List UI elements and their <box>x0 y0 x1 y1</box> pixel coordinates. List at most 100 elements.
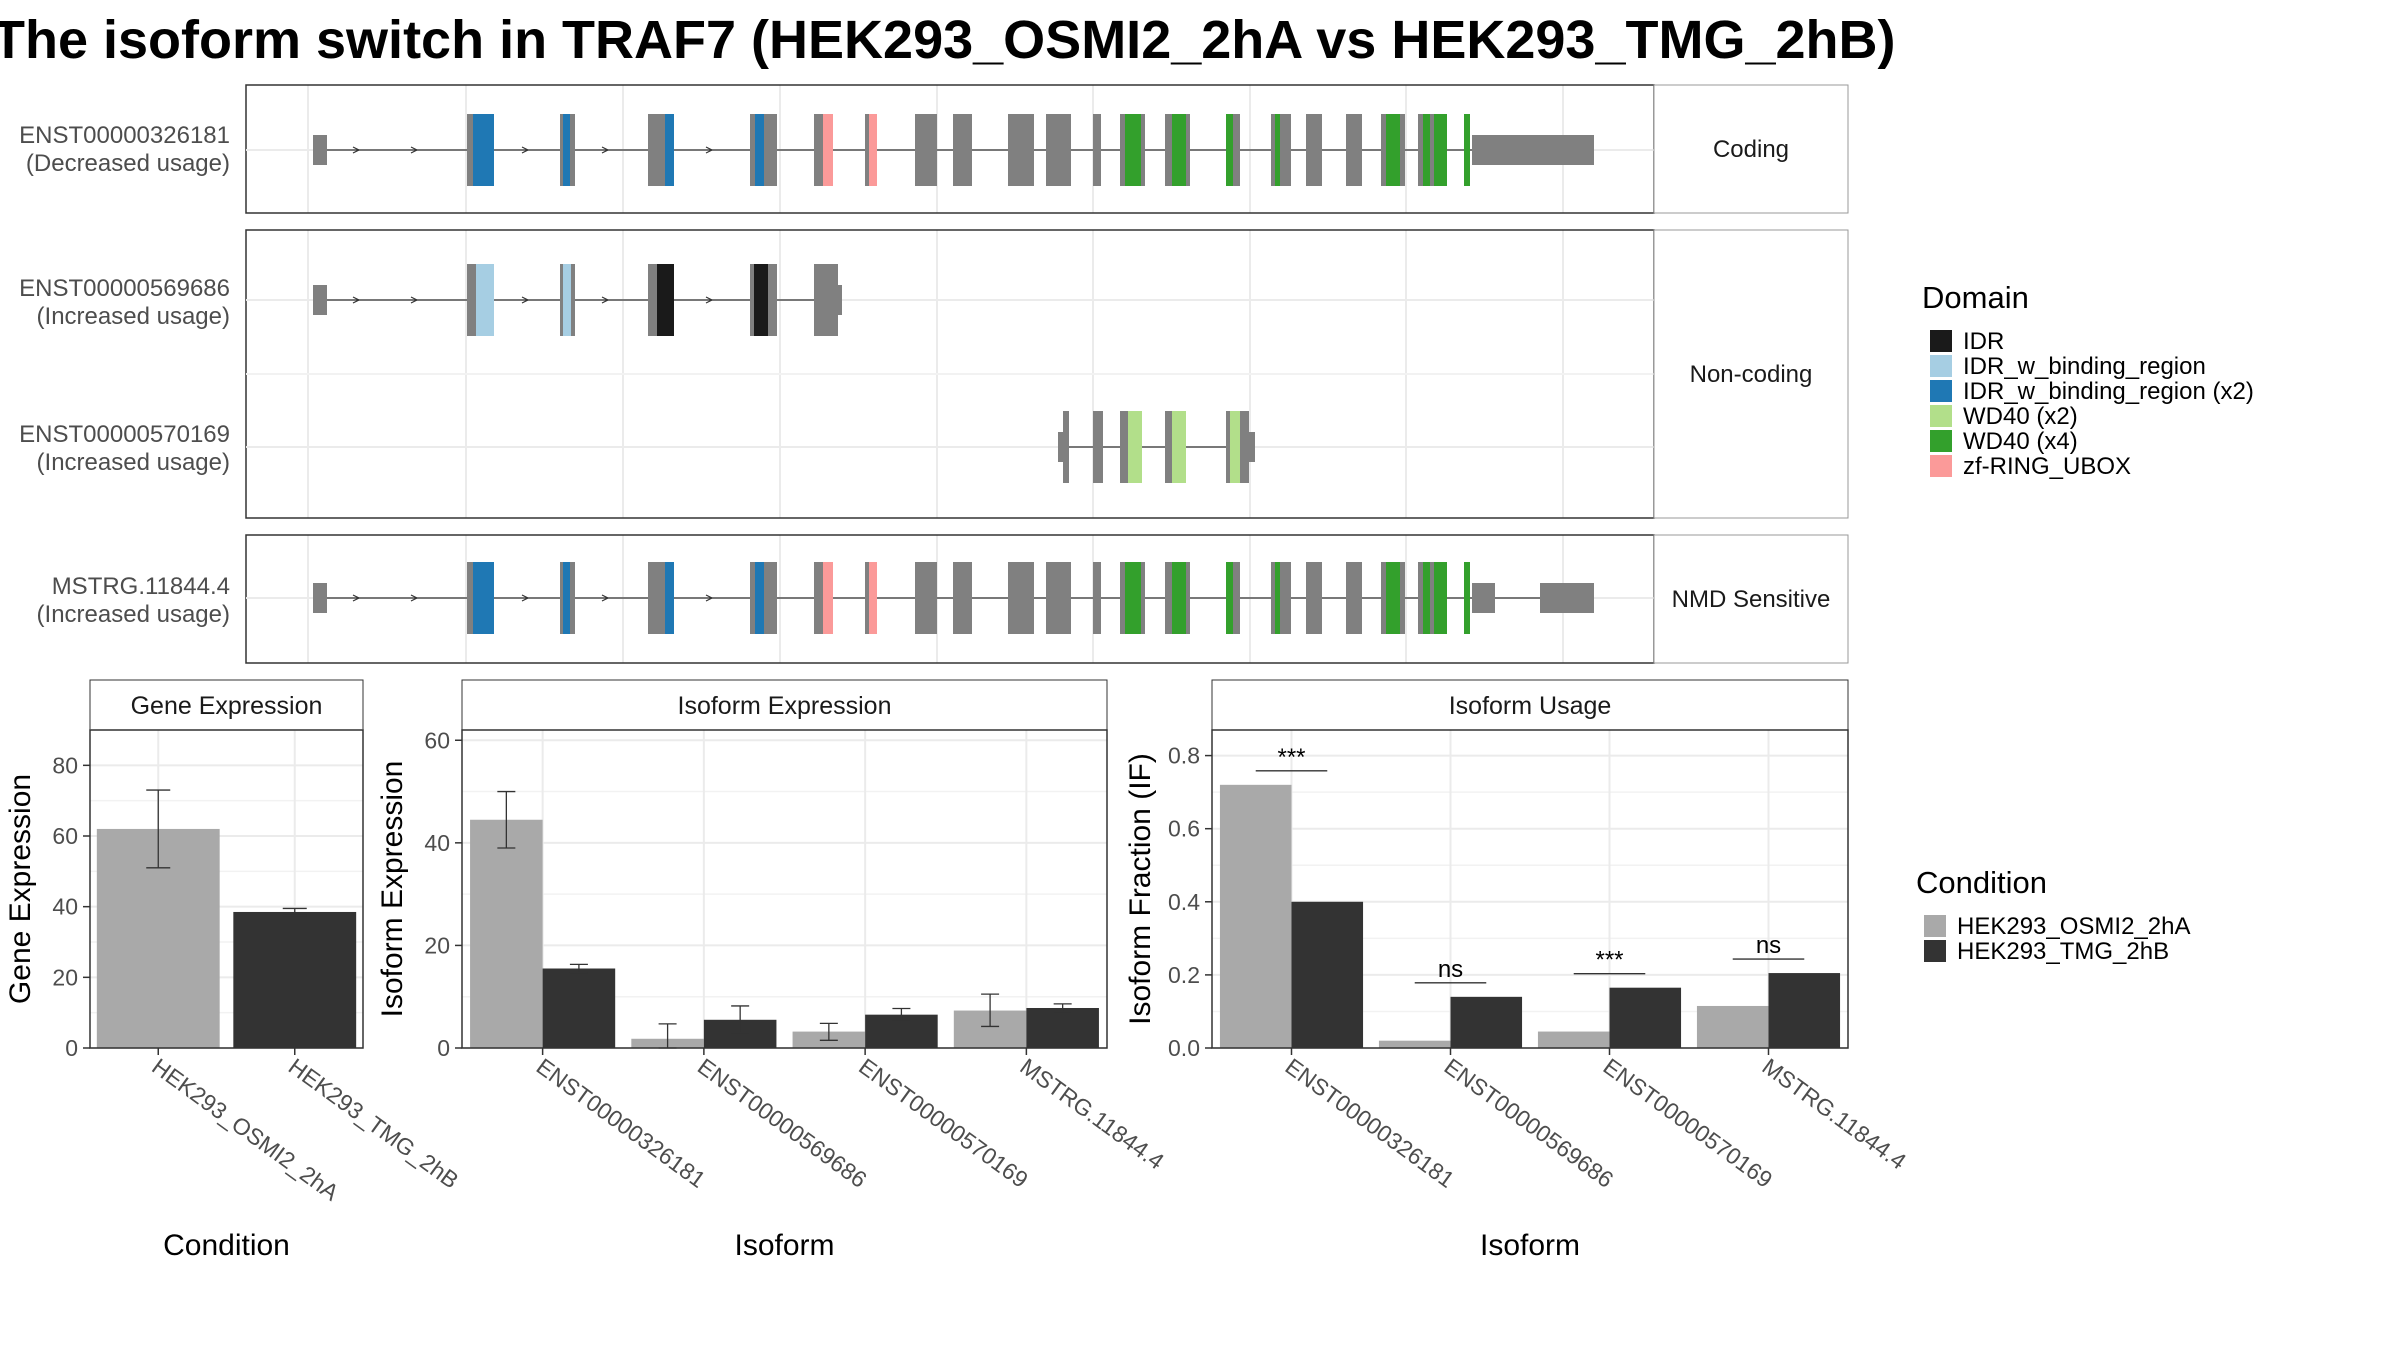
exon <box>953 114 972 186</box>
exon <box>648 264 657 336</box>
exon <box>1306 562 1322 634</box>
significance-label: ns <box>1756 932 1781 959</box>
chart-title: Isoform Expression <box>678 692 892 720</box>
y-tick-label: 40 <box>424 830 450 856</box>
significance-label: *** <box>1277 744 1305 771</box>
exon <box>1280 114 1291 186</box>
strand-arrow <box>352 146 361 154</box>
condition-legend-item: HEK293_OSMI2_2hA <box>1924 913 2190 940</box>
strand-arrow <box>705 146 714 154</box>
track-label-nc2-usage: (Increased usage) <box>37 449 230 476</box>
track-label-nc1-id: ENST00000569686 <box>19 275 230 302</box>
error-bar <box>1053 1003 1072 1013</box>
exon <box>865 114 869 186</box>
domain-exon <box>754 264 768 336</box>
domain-exon <box>1434 114 1447 186</box>
exon <box>1008 114 1034 186</box>
y-axis-label: Isoform Expression <box>376 761 409 1018</box>
condition-legend-item: HEK293_TMG_2hB <box>1924 938 2169 965</box>
domain-exon <box>1464 562 1470 634</box>
exon <box>570 562 575 634</box>
domain-exon <box>1386 562 1400 634</box>
exon <box>1430 562 1434 634</box>
track-label-nmd-id: MSTRG.11844.4 <box>52 573 230 600</box>
exon <box>1271 562 1275 634</box>
domain-legend: Domain IDRIDR_w_binding_regionIDR_w_bind… <box>1922 280 2254 480</box>
exon <box>1346 114 1362 186</box>
exon <box>768 264 777 336</box>
exon <box>1400 562 1405 634</box>
exon <box>571 264 575 336</box>
exon <box>1186 562 1190 634</box>
domain-exon <box>481 114 494 186</box>
legend-label: IDR <box>1963 328 2004 355</box>
condition-legend-title: Condition <box>1916 865 2047 900</box>
domain-exon <box>657 264 674 336</box>
y-tick-label: 60 <box>52 823 78 849</box>
exon <box>1186 114 1190 186</box>
track-label-nmd-usage: (Increased usage) <box>37 601 230 628</box>
bar <box>1026 1007 1099 1048</box>
exon <box>953 562 972 634</box>
chart-1: Isoform Expression 0 20 40 60 ENST00000326181… <box>376 679 1169 1262</box>
strand-arrow <box>601 296 610 304</box>
y-axis-label: Gene Expression <box>4 774 37 1004</box>
error-bar <box>981 993 1000 1028</box>
transcript-model-MSTRG.11844.4 <box>313 562 1594 634</box>
y-tick-label: 20 <box>424 932 450 958</box>
x-tick-label: MSTRG.11844.4 <box>1758 1053 1912 1175</box>
y-axis-label: Isoform Fraction (IF) <box>1124 753 1157 1025</box>
transcript-model-ENST00000326181 <box>313 114 1594 186</box>
facet-label-nmd: NMD Sensitive <box>1672 586 1831 613</box>
domain-exon <box>1434 562 1447 634</box>
bar <box>1609 987 1682 1048</box>
track-label-coding-id: ENST00000326181 <box>19 122 230 149</box>
bar <box>1378 1040 1451 1048</box>
chart-2: Isoform Usage 0.0 0.2 0.4 0.6 0.8 *** ns *** ns EN… <box>1124 679 1912 1262</box>
figure-title: The isoform switch in TRAF7 (HEK293_OSMI… <box>0 10 1895 70</box>
exon <box>560 562 563 634</box>
exon <box>1093 114 1101 186</box>
exon <box>750 264 754 336</box>
exon <box>814 562 823 634</box>
significance-label: ns <box>1438 956 1463 983</box>
exon <box>570 114 575 186</box>
x-tick-label: MSTRG.11844.4 <box>1015 1053 1169 1175</box>
chart-strip <box>1211 679 1849 731</box>
exon <box>1430 114 1434 186</box>
significance-marker: *** <box>1255 744 1328 772</box>
domain-exon <box>1172 114 1186 186</box>
exon <box>1381 114 1386 186</box>
domain-exon <box>823 114 833 186</box>
x-axis-label: Condition <box>163 1229 290 1262</box>
domain-exon <box>665 562 674 634</box>
bar <box>1696 1005 1769 1048</box>
plot-border <box>461 729 1108 1049</box>
error-bar <box>569 963 588 974</box>
x-tick-label: ENST00000326181 <box>1281 1053 1460 1193</box>
x-tick-label: ENST00000569686 <box>693 1053 872 1193</box>
exon <box>1381 562 1386 634</box>
domain-exon <box>473 562 481 634</box>
exon <box>750 562 755 634</box>
error-bar <box>497 790 516 849</box>
legend-label: HEK293_TMG_2hB <box>1957 938 2169 965</box>
domain-exon <box>1275 562 1280 634</box>
plot-border <box>1211 729 1849 1049</box>
bar <box>470 819 543 1048</box>
exon <box>1226 411 1230 483</box>
domain-exon <box>869 562 877 634</box>
error-bar <box>892 1007 911 1022</box>
exon <box>1233 114 1240 186</box>
y-tick-label: 0.8 <box>1168 743 1200 769</box>
exon <box>313 135 327 165</box>
domain-exon <box>1125 114 1141 186</box>
domain-exon <box>1172 411 1186 483</box>
facet-strip-nmd: NMD Sensitive <box>1653 534 1849 664</box>
strand-arrow <box>410 146 419 154</box>
error-bar <box>146 789 171 869</box>
strand-arrow <box>521 594 530 602</box>
exon <box>313 583 327 613</box>
